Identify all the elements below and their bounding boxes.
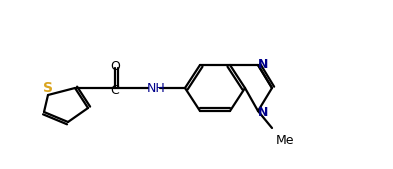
Text: N: N	[258, 57, 268, 70]
Text: O: O	[110, 59, 120, 73]
Text: Me: Me	[276, 134, 294, 147]
Text: NH: NH	[147, 81, 165, 94]
Text: S: S	[43, 81, 53, 95]
Text: C: C	[110, 83, 119, 96]
Text: N: N	[258, 105, 268, 118]
